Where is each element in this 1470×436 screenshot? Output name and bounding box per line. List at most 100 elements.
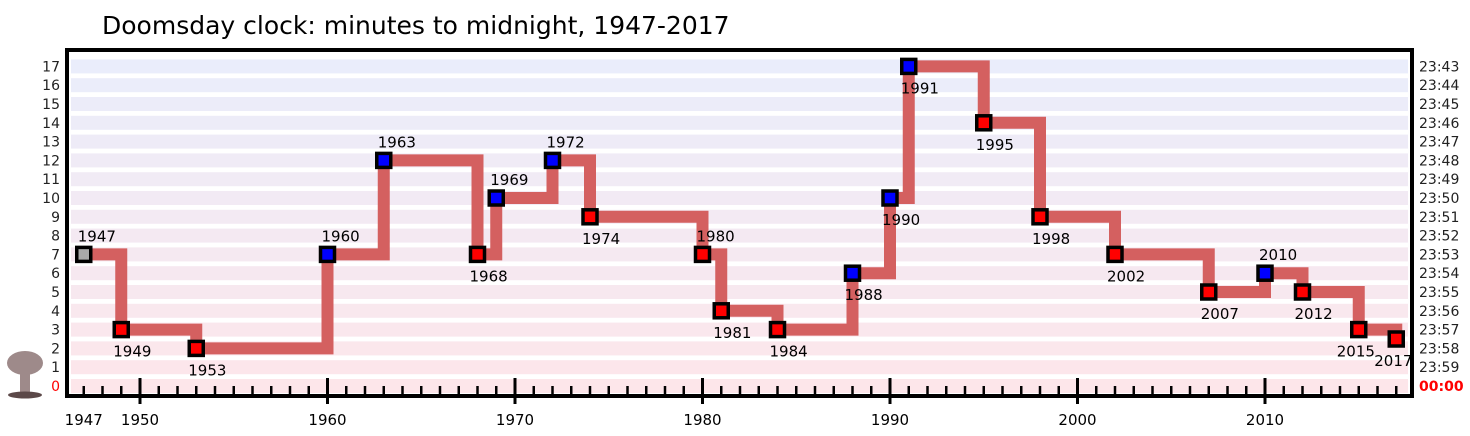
grid-band: [71, 59, 1408, 74]
data-label: 2010: [1259, 246, 1297, 264]
data-point: [1350, 320, 1368, 339]
y-tick-label-right: 23:44: [1419, 78, 1459, 94]
y-tick-label-left: 11: [42, 172, 60, 188]
data-label: 1991: [901, 79, 939, 97]
data-point: [375, 151, 393, 170]
data-label: 1969: [490, 171, 528, 189]
data-label: 2002: [1107, 267, 1145, 285]
data-point: [900, 57, 918, 76]
grid-band: [71, 97, 1408, 111]
y-tick-label-left: 8: [51, 229, 60, 245]
data-label: 1980: [697, 227, 735, 245]
y-tick-label-left: 10: [42, 191, 60, 207]
y-tick-label-right: 00:00: [1419, 379, 1464, 395]
y-tick-label-left: 5: [51, 285, 60, 301]
data-label: 1984: [770, 343, 808, 361]
data-point: [581, 208, 599, 226]
data-point: [187, 339, 205, 358]
y-tick-label-right: 23:53: [1419, 247, 1459, 263]
y-tick-label-right: 23:57: [1419, 323, 1459, 339]
data-label: 2015: [1337, 343, 1375, 361]
data-point: [693, 245, 712, 264]
y-tick-label-left: 17: [42, 59, 60, 75]
data-point: [318, 245, 337, 264]
grid-band: [71, 172, 1408, 187]
y-tick-label-right: 23:43: [1419, 59, 1459, 75]
y-tick-label-right: 23:52: [1419, 229, 1459, 245]
data-point: [1106, 245, 1124, 264]
data-point: [1200, 283, 1218, 301]
x-tick-label: 2010: [1246, 411, 1284, 429]
chart-title: Doomsday clock: minutes to midnight, 194…: [102, 11, 730, 40]
data-label: 1998: [1032, 230, 1070, 248]
y-tick-label-left: 0: [51, 379, 60, 395]
data-label: 1963: [378, 133, 416, 151]
grid-band: [71, 322, 1408, 337]
y-tick-label-left: 9: [51, 210, 60, 226]
y-tick-label-right: 23:45: [1419, 97, 1459, 113]
grid-band: [71, 115, 1408, 130]
data-point: [881, 189, 899, 207]
data-label: 1947: [78, 227, 116, 245]
y-tick-label-left: 4: [51, 304, 60, 320]
data-point: [75, 245, 93, 264]
data-label: 2017: [1374, 352, 1412, 370]
x-tick-label: 1980: [683, 411, 721, 429]
y-tick-label-left: 1: [51, 360, 60, 376]
y-tick-label-left: 16: [42, 78, 60, 94]
grid-band: [71, 153, 1408, 168]
y-tick-label-right: 23:50: [1419, 191, 1459, 207]
y-tick-label-left: 6: [51, 266, 60, 282]
grid-band: [71, 134, 1408, 149]
x-tick-label: 1960: [308, 411, 346, 429]
data-point: [768, 320, 787, 339]
data-label: 1949: [113, 343, 151, 361]
data-label: 1953: [188, 361, 226, 379]
data-label: 1960: [322, 227, 360, 245]
data-point: [1256, 264, 1274, 282]
data-label: 1988: [845, 286, 883, 304]
data-point: [487, 189, 505, 207]
y-tick-label-right: 23:55: [1419, 285, 1459, 301]
y-tick-label-left: 3: [51, 323, 60, 339]
data-label: 1990: [882, 211, 920, 229]
grid-band: [71, 228, 1408, 243]
y-tick-label-right: 23:59: [1419, 360, 1459, 376]
y-tick-label-right: 23:58: [1419, 341, 1459, 357]
grid-band: [71, 285, 1408, 299]
x-tick-label: 1970: [496, 411, 534, 429]
data-label: 1995: [976, 136, 1014, 154]
x-tick-label: 2000: [1058, 411, 1096, 429]
x-tick-label: 1950: [121, 411, 159, 429]
y-tick-label-right: 23:48: [1419, 153, 1459, 169]
x-tick-label: 1947: [65, 411, 103, 429]
data-point: [1031, 208, 1049, 226]
data-point: [843, 264, 862, 282]
data-label: 1972: [547, 133, 585, 151]
y-tick-label-left: 13: [42, 135, 60, 151]
data-label: 2012: [1295, 305, 1333, 323]
y-tick-label-right: 23:54: [1419, 266, 1459, 282]
data-point: [543, 151, 562, 170]
y-tick-label-left: 15: [42, 97, 60, 113]
data-point: [712, 302, 730, 320]
grid-band: [71, 341, 1408, 356]
y-tick-label-right: 23:51: [1419, 210, 1459, 226]
y-tick-label-right: 23:56: [1419, 304, 1459, 320]
grid-band: [71, 209, 1408, 224]
data-point: [112, 320, 130, 339]
data-label: 1974: [582, 230, 620, 248]
grid-band: [71, 247, 1408, 262]
y-tick-label-left: 14: [42, 116, 60, 132]
mushroom-cloud-icon: [7, 351, 43, 399]
data-point: [1293, 283, 1312, 301]
data-label: 1981: [713, 324, 751, 342]
grid-band: [71, 78, 1408, 93]
data-label: 1968: [470, 267, 508, 285]
data-point: [468, 245, 487, 264]
y-tick-label-left: 7: [51, 247, 60, 263]
y-tick-label-right: 23:49: [1419, 172, 1459, 188]
data-label: 2007: [1201, 305, 1239, 323]
grid-band: [71, 266, 1408, 281]
